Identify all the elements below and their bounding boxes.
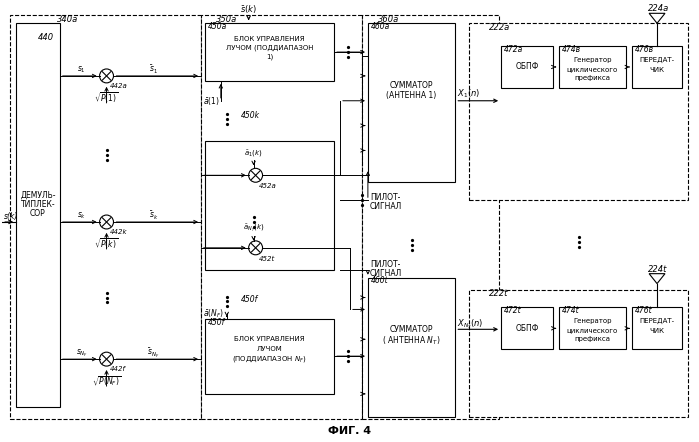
Text: СИГНАЛ: СИГНАЛ (370, 202, 402, 210)
Text: 222a: 222a (489, 23, 510, 32)
Bar (632, 308, 682, 349)
Text: $\bar{s}_k$: $\bar{s}_k$ (149, 210, 158, 222)
Text: ДЕМУЛЬ-: ДЕМУЛЬ- (20, 191, 56, 200)
Text: 450f: 450f (208, 318, 225, 327)
Text: циклического: циклического (567, 328, 618, 333)
Text: ОБПФ: ОБПФ (515, 324, 538, 333)
Text: префикса: префикса (575, 75, 610, 81)
Bar (469, 23, 688, 200)
Text: ЧИК: ЧИК (649, 67, 665, 73)
Text: $\bar{a}_1(k)$: $\bar{a}_1(k)$ (244, 148, 263, 159)
Text: $\sqrt{P(k)}$: $\sqrt{P(k)}$ (94, 236, 119, 251)
Text: 452a: 452a (259, 183, 276, 189)
Text: $X_{N_T}(n)$: $X_{N_T}(n)$ (457, 317, 484, 331)
Text: $\bar{a}(1)$: $\bar{a}(1)$ (203, 95, 219, 107)
Bar (205, 320, 334, 394)
Text: 442f: 442f (110, 366, 126, 372)
Text: СУММАТОР: СУММАТОР (390, 81, 433, 90)
Text: $\bar{s}_{N_F}$: $\bar{s}_{N_F}$ (147, 347, 159, 360)
Text: ФИГ. 4: ФИГ. 4 (329, 426, 372, 436)
Text: 1): 1) (266, 54, 273, 60)
Bar (501, 46, 553, 88)
Text: 224t: 224t (648, 265, 668, 274)
Bar (10, 15, 201, 419)
Text: 224a: 224a (648, 4, 670, 13)
Text: 450k: 450k (240, 111, 260, 120)
Text: БЛОК УПРАВЛЕНИЯ: БЛОК УПРАВЛЕНИЯ (234, 336, 305, 342)
Text: $\bar{s}(k)$: $\bar{s}(k)$ (240, 4, 257, 15)
Text: (АНТЕННА 1): (АНТЕННА 1) (387, 91, 437, 100)
Text: Генератор: Генератор (573, 318, 612, 324)
Text: ПИЛОТ-: ПИЛОТ- (370, 193, 401, 202)
Text: ОБПФ: ОБПФ (515, 62, 538, 72)
Bar (559, 308, 626, 349)
Bar (559, 46, 626, 88)
Text: ПЕРЕДАТ-: ПЕРЕДАТ- (640, 57, 675, 63)
Text: $\bar{a}_{N_T}(k)$: $\bar{a}_{N_T}(k)$ (243, 222, 264, 234)
Text: $X_1(n)$: $X_1(n)$ (457, 88, 480, 100)
Text: 360a: 360a (378, 15, 399, 24)
Bar (201, 15, 362, 419)
Text: 460t: 460t (371, 276, 389, 285)
Text: s(k): s(k) (4, 212, 19, 221)
Text: 350a: 350a (216, 15, 237, 24)
Text: 440: 440 (38, 33, 54, 42)
Text: ЧИК: ЧИК (649, 328, 665, 334)
Text: $\sqrt{P(N_F)}$: $\sqrt{P(N_F)}$ (92, 374, 121, 388)
Text: (ПОДДИАПАЗОН $N_F$): (ПОДДИАПАЗОН $N_F$) (232, 354, 307, 364)
Bar (368, 278, 455, 417)
Text: ЛУЧОМ (ПОДДИАПАЗОН: ЛУЧОМ (ПОДДИАПАЗОН (226, 45, 313, 51)
Text: 460a: 460a (371, 22, 390, 31)
Text: ТИПЛЕК-: ТИПЛЕК- (21, 200, 55, 209)
Bar (16, 23, 60, 407)
Text: 476в: 476в (635, 45, 654, 53)
Text: префикса: префикса (575, 336, 610, 342)
Text: ( АНТЕННА $N_T$): ( АНТЕННА $N_T$) (382, 335, 441, 347)
Text: 474t: 474t (562, 306, 579, 315)
Text: 476t: 476t (635, 306, 653, 315)
Text: 474в: 474в (562, 45, 581, 53)
Text: 472t: 472t (504, 306, 521, 315)
Bar (469, 290, 688, 417)
Text: ПИЛОТ-: ПИЛОТ- (370, 260, 401, 269)
Text: ПЕРЕДАТ-: ПЕРЕДАТ- (640, 318, 675, 324)
Bar (205, 23, 334, 81)
Bar (632, 46, 682, 88)
Bar (205, 141, 334, 270)
Text: $s_k$: $s_k$ (77, 211, 87, 221)
Text: циклического: циклического (567, 66, 618, 72)
Text: СУММАТОР: СУММАТОР (390, 325, 433, 334)
Text: ЛУЧОМ: ЛУЧОМ (257, 346, 282, 352)
Text: 450f: 450f (240, 295, 258, 304)
Text: 222t: 222t (489, 289, 508, 298)
Text: 450a: 450a (208, 22, 227, 31)
Text: 442a: 442a (110, 83, 127, 89)
Text: 340a: 340a (57, 15, 78, 24)
Text: БЛОК УПРАВЛЕНИЯ: БЛОК УПРАВЛЕНИЯ (234, 36, 305, 42)
Bar (368, 23, 455, 182)
Bar (362, 15, 499, 419)
Text: $s_1$: $s_1$ (78, 65, 86, 75)
Text: $\bar{s}_1$: $\bar{s}_1$ (149, 64, 158, 76)
Text: Генератор: Генератор (573, 57, 612, 63)
Text: СИГНАЛ: СИГНАЛ (370, 269, 402, 278)
Text: 442k: 442k (110, 229, 127, 235)
Text: $s_{N_F}$: $s_{N_F}$ (75, 347, 88, 359)
Bar (501, 308, 553, 349)
Text: $\sqrt{P(1)}$: $\sqrt{P(1)}$ (94, 91, 119, 105)
Text: СОР: СОР (30, 209, 46, 217)
Text: 472a: 472a (504, 45, 524, 53)
Text: 452t: 452t (259, 256, 275, 262)
Text: $\bar{a}(N_F)$: $\bar{a}(N_F)$ (203, 307, 224, 320)
